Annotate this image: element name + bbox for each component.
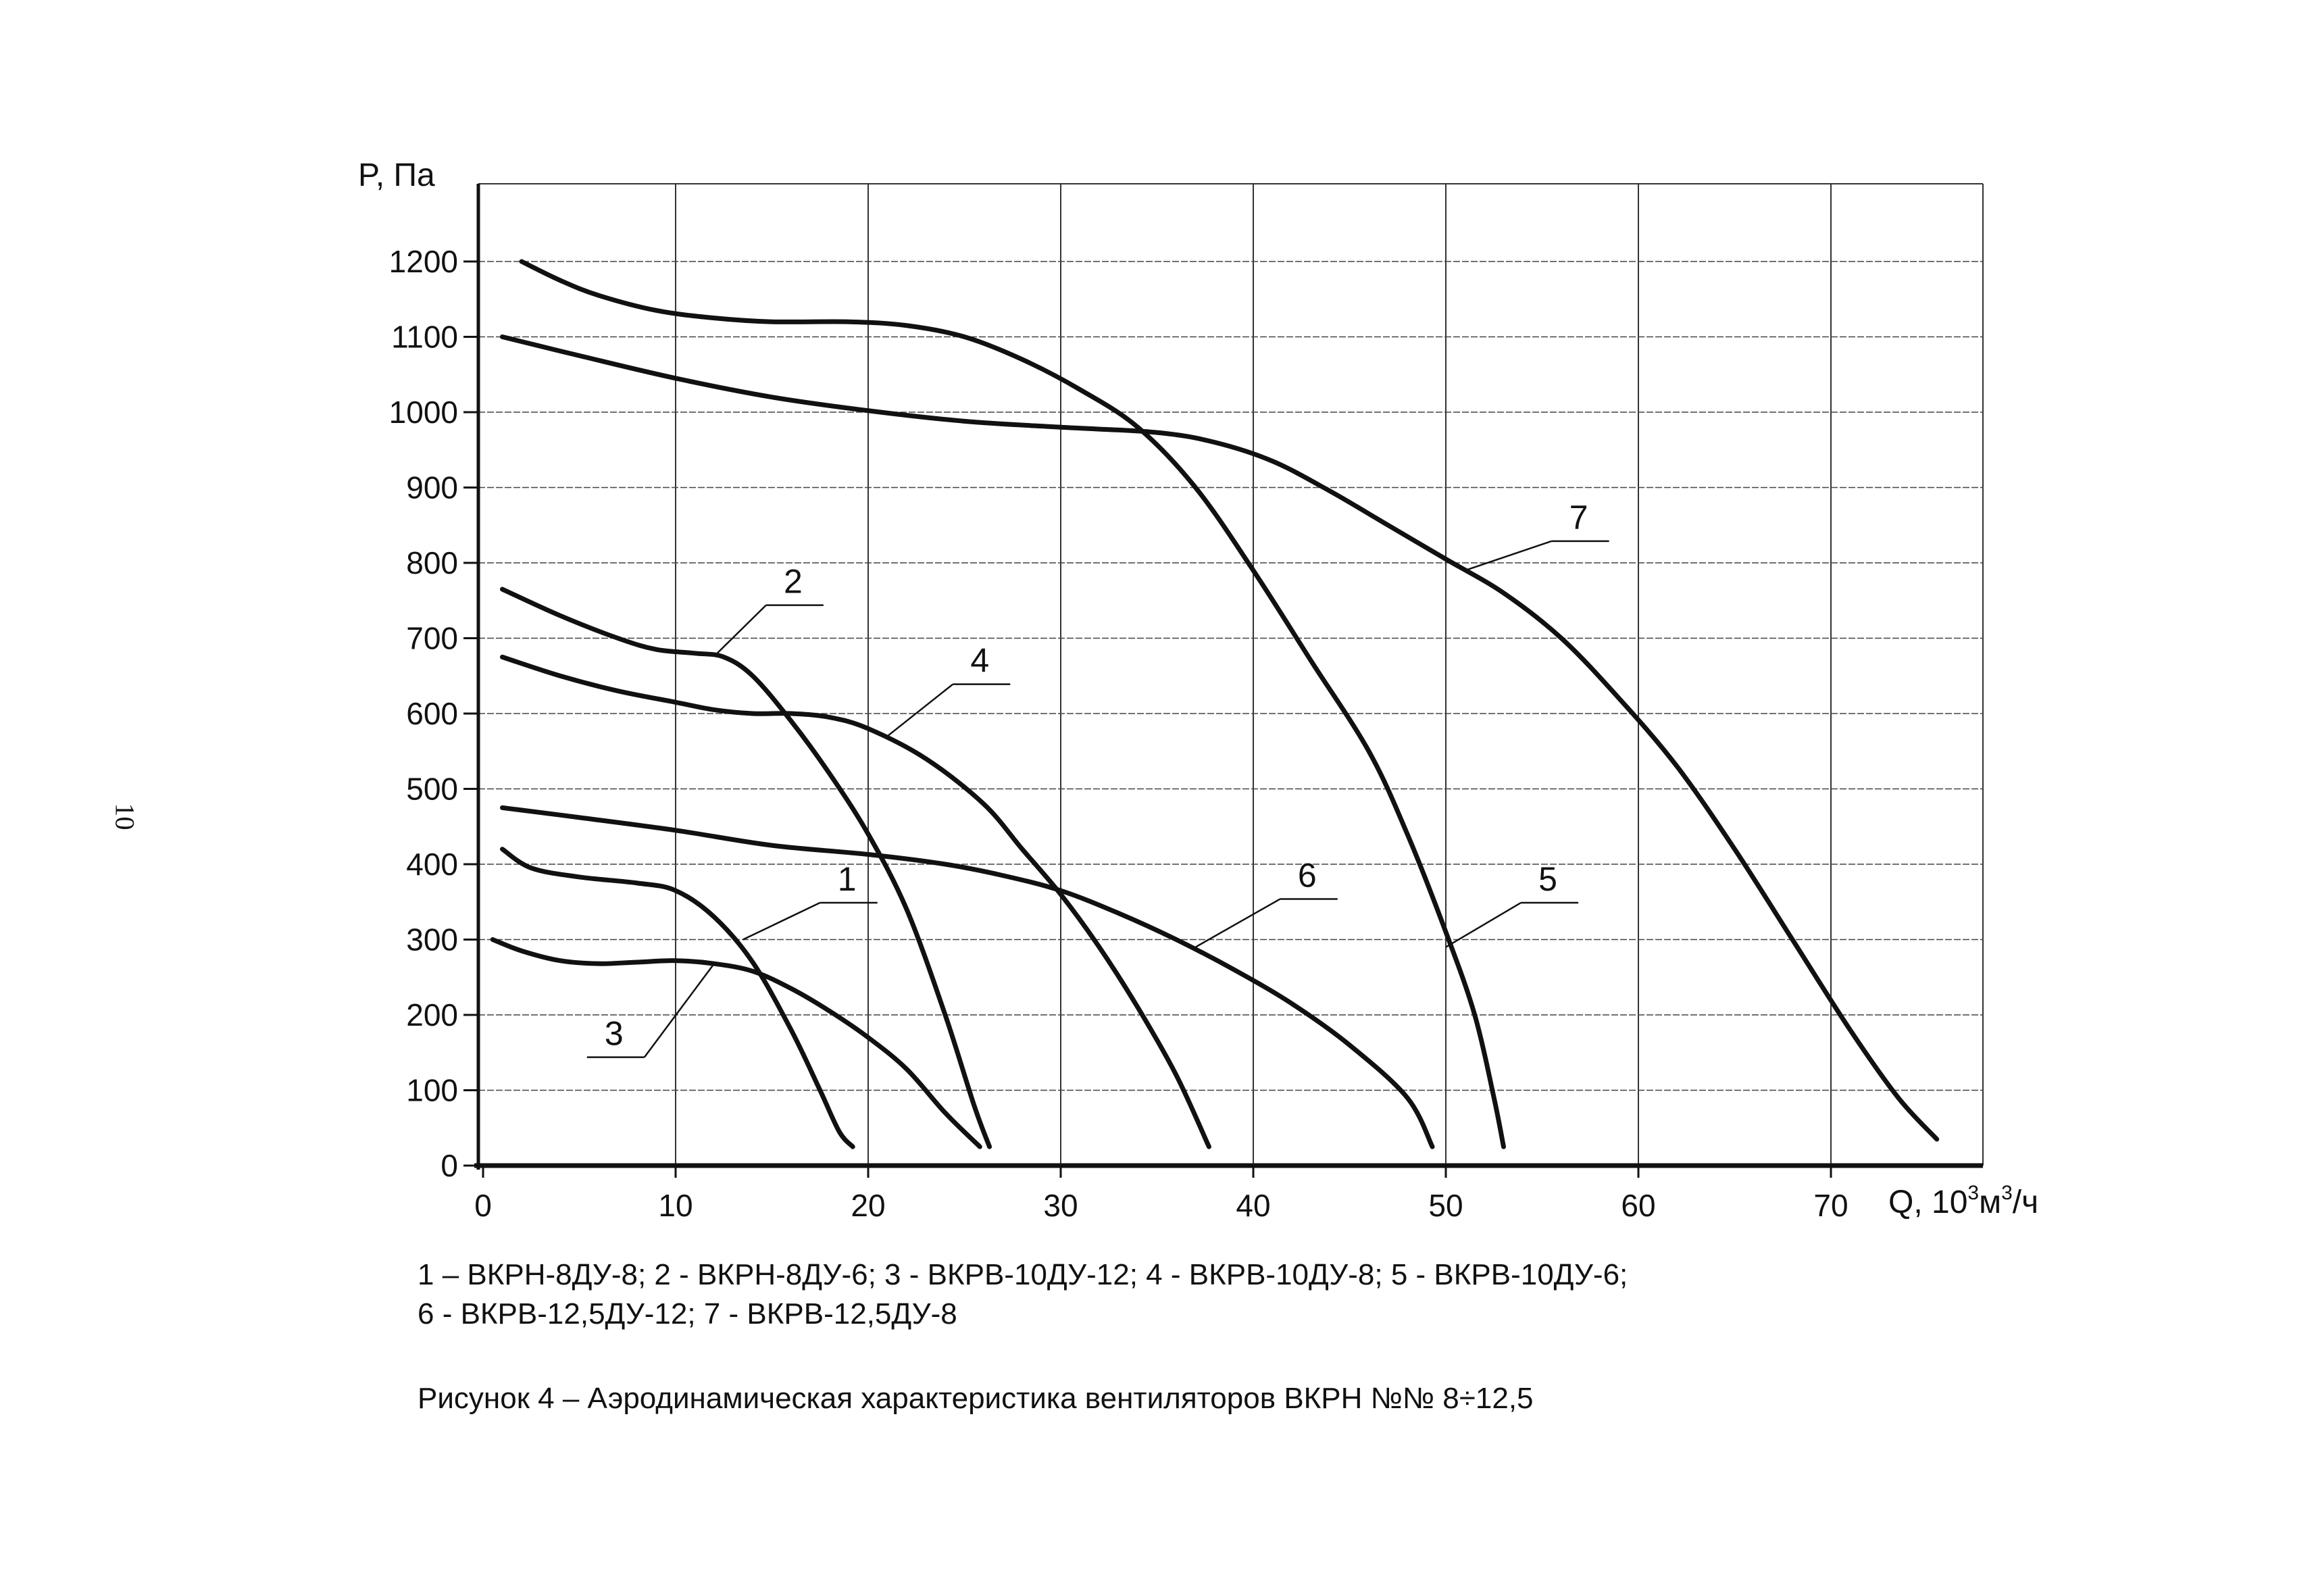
- x-axis-label-prefix: Q, 10: [1888, 1184, 1967, 1220]
- x-axis-label-sup2: 3: [2001, 1182, 2013, 1204]
- curve-6: [500, 805, 1435, 1149]
- y-tick-label: 200: [406, 997, 458, 1032]
- y-axis-label: P, Па: [358, 157, 435, 193]
- chart-ticks: 0100200300400500600700800900100011001200…: [389, 244, 1848, 1223]
- x-tick-label: 40: [1236, 1188, 1270, 1223]
- x-tick-label: 60: [1621, 1188, 1655, 1223]
- legend-line-2: 6 - ВКРВ-12,5ДУ-12; 7 - ВКРВ-12,5ДУ-8: [418, 1297, 957, 1330]
- x-axis-label-mid: м: [1979, 1184, 2001, 1220]
- y-tick-label: 400: [406, 847, 458, 882]
- curve-label-leader-1: [743, 901, 821, 941]
- curve-label-leader-7: [1465, 540, 1553, 572]
- y-tick-label: 500: [406, 772, 458, 807]
- x-axis-label: Q, 103м3/ч: [1888, 1182, 2038, 1220]
- curve-label-2: 2: [784, 563, 803, 601]
- curve-label-6: 6: [1298, 856, 1317, 894]
- x-tick-label: 70: [1813, 1188, 1848, 1223]
- chart-curves: [490, 259, 1940, 1149]
- curve-label-leader-5: [1445, 901, 1521, 948]
- y-tick-label: 1100: [391, 320, 458, 355]
- curve-label-4: 4: [970, 642, 989, 680]
- x-axis-label-sup1: 3: [1967, 1182, 1979, 1204]
- y-tick-label: 600: [406, 696, 458, 731]
- legend-line-1: 1 – ВКРН-8ДУ-8; 2 - ВКРН-8ДУ-6; 3 - ВКРВ…: [418, 1258, 1628, 1291]
- curve-label-3: 3: [605, 1015, 624, 1053]
- x-tick-label: 30: [1043, 1188, 1078, 1223]
- curve-label-leader-3: [643, 963, 715, 1058]
- y-tick-label: 1200: [389, 244, 458, 279]
- curve-label-5: 5: [1538, 860, 1557, 898]
- x-axis-label-suffix: /ч: [2013, 1184, 2038, 1220]
- chart-curve-labels: 1 2 3 4 5 6 7: [586, 499, 1609, 1058]
- x-tick-label: 0: [474, 1188, 492, 1223]
- y-tick-label: 700: [406, 621, 458, 656]
- y-tick-label: 0: [441, 1148, 458, 1183]
- y-tick-label: 800: [406, 545, 458, 580]
- chart-axes: [474, 184, 1983, 1170]
- curve-label-leader-2: [713, 604, 767, 657]
- curve-4: [500, 654, 1211, 1149]
- figure-caption: Рисунок 4 – Аэродинамическая характерист…: [418, 1382, 1534, 1415]
- curve-label-7: 7: [1569, 499, 1588, 537]
- chart-grid: [478, 183, 1984, 1166]
- y-tick-label: 1000: [389, 395, 458, 430]
- x-tick-label: 50: [1428, 1188, 1463, 1223]
- curve-label-leader-6: [1194, 898, 1281, 948]
- curve-3: [490, 937, 982, 1149]
- y-tick-label: 900: [406, 470, 458, 505]
- curve-label-1: 1: [838, 860, 857, 898]
- curve-7: [500, 334, 1940, 1142]
- y-tick-label: 300: [406, 922, 458, 957]
- y-tick-label: 100: [406, 1073, 458, 1108]
- curve-2: [500, 587, 992, 1149]
- curve-5: [519, 259, 1506, 1149]
- curve-label-leader-4: [886, 683, 954, 737]
- x-tick-label: 10: [658, 1188, 693, 1223]
- x-tick-label: 20: [851, 1188, 885, 1223]
- curve-1: [500, 847, 855, 1149]
